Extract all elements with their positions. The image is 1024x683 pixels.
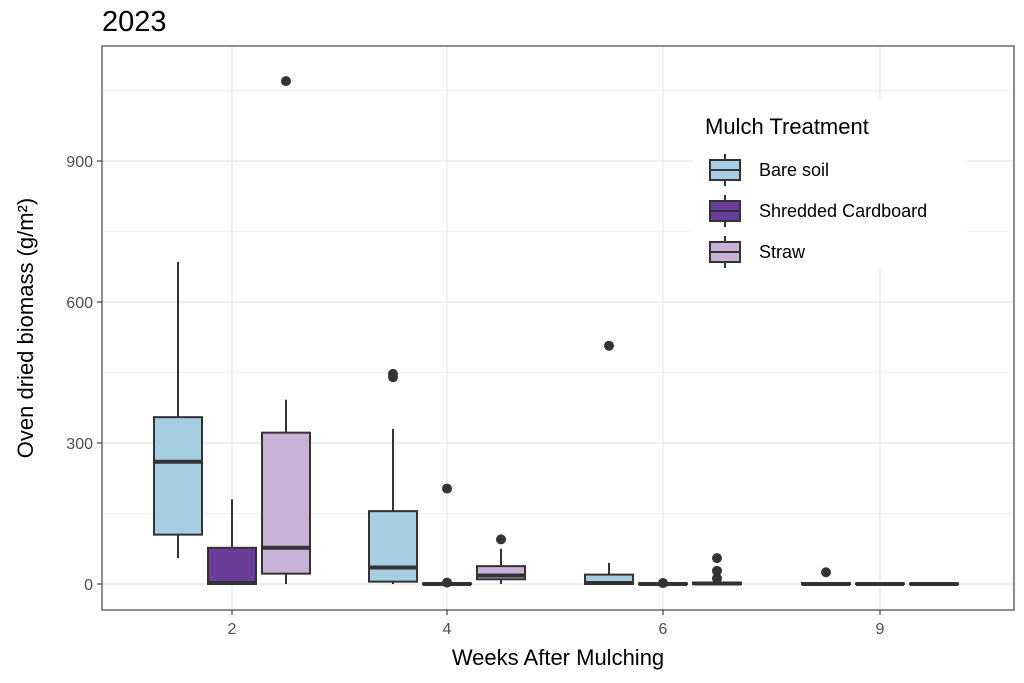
outlier-point (712, 573, 722, 584)
box (207, 546, 257, 585)
box (368, 510, 418, 583)
box-bare-soil-week-2 (153, 262, 203, 559)
x-tick-label: 6 (659, 621, 668, 638)
box-shredded-cardboard-week-4 (422, 483, 472, 588)
box (153, 416, 203, 536)
outlier-point (442, 577, 452, 588)
outlier-point (712, 553, 722, 564)
outlier-point (658, 578, 668, 589)
legend-key (709, 195, 741, 227)
x-axis: 2 4 6 9 (228, 610, 885, 638)
legend-background (693, 100, 967, 268)
box-shredded-cardboard-week-2 (207, 499, 257, 586)
y-tick-label: 600 (66, 295, 93, 312)
legend-key (709, 154, 741, 186)
outlier-point (281, 76, 291, 87)
box-shredded-cardboard-week-9 (855, 582, 905, 586)
box-bare-soil-week-4 (368, 368, 418, 584)
x-tick-label: 4 (443, 621, 452, 638)
box-straw-week-2 (261, 76, 311, 584)
y-axis: 0 300 600 900 (66, 154, 102, 594)
outlier-point (388, 368, 398, 379)
legend-label: Shredded Cardboard (759, 201, 927, 221)
x-tick-label: 9 (876, 621, 885, 638)
box-straw-week-9 (909, 582, 959, 586)
outlier-point (496, 534, 506, 545)
box-straw-week-4 (476, 534, 526, 584)
outlier-point (821, 567, 831, 578)
legend: Mulch Treatment Bare soil Shredded Cardboa… (705, 114, 927, 268)
x-tick-label: 2 (228, 621, 237, 638)
legend-label: Bare soil (759, 160, 829, 180)
y-tick-label: 300 (66, 436, 93, 453)
y-axis-title: Oven dried biomass (g/m²) (13, 198, 38, 458)
plot-border (101, 45, 1015, 611)
legend-label: Straw (759, 242, 806, 262)
box-bare-soil-week-6 (584, 340, 634, 586)
y-tick-label: 0 (84, 577, 93, 594)
chart-title: 2023 (102, 6, 167, 38)
y-tick-label: 900 (66, 154, 93, 171)
boxplot-marks (153, 76, 959, 589)
outlier-point (712, 565, 722, 576)
legend-key (709, 236, 741, 268)
box-straw-week-6 (692, 553, 742, 586)
x-axis-title: Weeks After Mulching (452, 645, 664, 670)
outlier-point (604, 340, 614, 351)
legend-title: Mulch Treatment (705, 114, 869, 139)
box-bare-soil-week-9 (801, 567, 851, 586)
outlier-point (442, 483, 452, 494)
box-shredded-cardboard-week-6 (638, 578, 688, 589)
box (261, 431, 311, 575)
